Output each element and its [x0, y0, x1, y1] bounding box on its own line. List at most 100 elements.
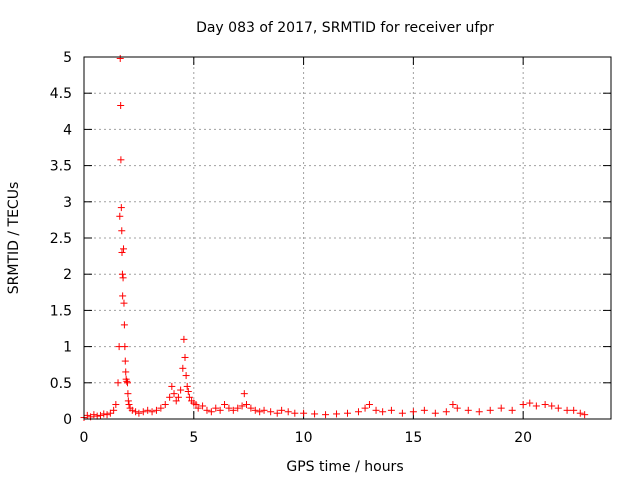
data-point	[300, 409, 308, 417]
data-point	[387, 406, 395, 414]
y-axis-label: SRMTID / TECUs	[6, 182, 22, 295]
data-point	[124, 390, 132, 398]
data-point	[311, 410, 319, 418]
data-point	[185, 393, 193, 401]
data-point	[192, 401, 200, 409]
data-point	[344, 409, 351, 417]
data-point	[234, 404, 242, 412]
x-axis-label: GPS time / hours	[286, 459, 403, 475]
data-point	[121, 343, 129, 351]
data-point	[180, 335, 188, 343]
data-point	[194, 404, 202, 412]
data-point	[170, 390, 178, 398]
data-point	[183, 382, 191, 390]
data-point	[125, 401, 133, 409]
y-tick-label: 2.5	[50, 231, 72, 247]
data-point	[90, 411, 98, 419]
data-point	[354, 408, 362, 416]
data-point	[409, 408, 417, 416]
data-point	[379, 408, 387, 416]
data-point	[139, 408, 147, 416]
data-point	[284, 408, 292, 416]
data-point	[96, 411, 104, 419]
grid	[84, 57, 611, 419]
x-tick-label: 20	[514, 430, 532, 446]
data-point	[497, 404, 505, 412]
data-point	[442, 408, 450, 416]
y-tick-label: 4	[63, 122, 72, 138]
x-tick-label: 0	[80, 430, 89, 446]
data-point	[122, 368, 130, 376]
data-point	[172, 397, 180, 405]
data-point	[322, 411, 330, 419]
data-point	[361, 404, 369, 412]
y-tick-label: 0	[63, 412, 72, 428]
data-points	[80, 54, 589, 422]
data-point	[242, 401, 250, 409]
data-point	[152, 406, 160, 414]
data-point	[554, 404, 562, 412]
data-point	[121, 357, 129, 365]
data-point	[181, 353, 189, 361]
data-point	[216, 406, 224, 414]
data-point	[526, 399, 534, 407]
data-point	[333, 410, 341, 418]
data-point	[135, 409, 143, 417]
data-point	[179, 364, 187, 372]
data-point	[260, 406, 268, 414]
data-point	[144, 406, 152, 414]
data-point	[570, 406, 578, 414]
data-point	[486, 406, 494, 414]
data-point	[508, 406, 516, 414]
data-point	[117, 204, 125, 212]
data-point	[120, 245, 128, 253]
data-point	[548, 402, 556, 410]
data-point	[118, 248, 126, 256]
data-point	[93, 412, 101, 420]
data-point	[225, 404, 233, 412]
data-point	[106, 409, 114, 417]
y-tick-label: 1.5	[50, 303, 72, 319]
data-point	[161, 401, 169, 409]
ticks: 0 0.5 1 1.5 2 2.5 3 3.5 4 4.5 5 0 5 10 15 20	[50, 50, 611, 446]
data-point	[240, 390, 248, 398]
data-point	[114, 379, 122, 387]
data-point	[123, 377, 131, 385]
chart-title: Day 083 of 2017, SRMTID for receiver ufp…	[196, 20, 494, 36]
data-point	[203, 406, 211, 414]
data-point	[256, 408, 264, 416]
data-point	[576, 409, 584, 417]
data-point	[120, 321, 128, 329]
data-point	[132, 408, 140, 416]
data-point	[278, 406, 286, 414]
data-point	[581, 411, 589, 419]
y-tick-label: 2	[63, 267, 72, 283]
data-point	[116, 212, 124, 220]
data-point	[365, 401, 373, 409]
data-point	[110, 406, 118, 414]
data-point	[532, 402, 540, 410]
data-point	[541, 401, 549, 409]
data-point	[124, 397, 132, 405]
data-point	[117, 102, 125, 110]
y-tick-label: 3	[63, 195, 72, 211]
y-tick-label: 1	[63, 340, 72, 356]
x-tick-label: 5	[189, 430, 198, 446]
plot-frame	[83, 56, 612, 420]
data-point	[119, 292, 127, 300]
data-point	[563, 406, 571, 414]
data-point	[273, 409, 281, 417]
data-point	[453, 404, 461, 412]
x-tick-label: 10	[295, 430, 313, 446]
data-point	[182, 372, 190, 380]
data-point	[177, 386, 185, 394]
data-point	[372, 406, 380, 414]
data-point	[116, 54, 124, 62]
data-point	[103, 411, 111, 419]
data-point	[267, 408, 275, 416]
data-point	[199, 402, 207, 410]
data-point	[83, 411, 91, 419]
data-point	[112, 401, 120, 409]
data-point	[519, 401, 527, 409]
